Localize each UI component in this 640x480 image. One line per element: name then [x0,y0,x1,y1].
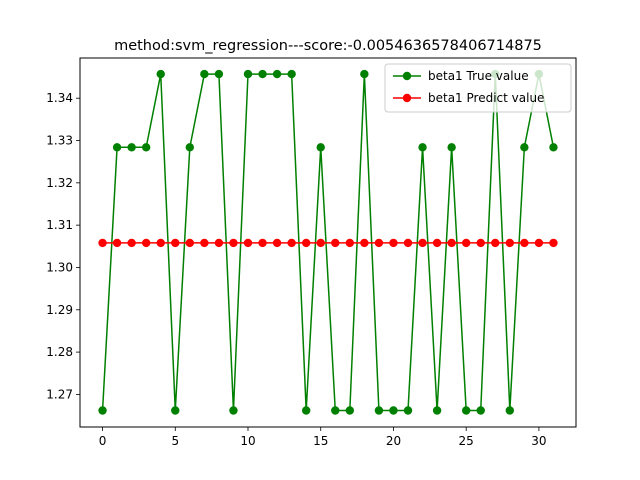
data-point-0-7 [200,69,209,79]
data-point-0-25 [461,406,471,415]
data-point-1-7 [200,238,209,248]
y-tick-label-6: 1.33 [46,134,73,148]
data-point-1-11 [258,238,267,248]
legend-label-1: beta1 Predict value [428,91,544,105]
data-point-1-27 [491,238,500,248]
data-point-1-12 [272,238,282,248]
data-point-1-23 [432,238,442,248]
x-tick-label-5: 25 [459,434,474,448]
data-point-0-14 [301,406,311,415]
data-point-0-15 [316,143,325,152]
data-point-1-21 [403,238,413,248]
data-point-1-25 [461,238,471,248]
legend-marker-1 [402,93,412,103]
axis-layer: 0 5 10 15 20 25 30 1.27 1.28 1.29 1.30 1.31 1.32 1.33… [46,91,546,448]
legend-label-0: beta1 True value [428,69,529,83]
y-tick-label-3: 1.30 [46,260,73,274]
data-point-1-20 [389,238,398,248]
data-point-0-3 [141,143,151,152]
data-point-1-3 [141,238,151,248]
legend-box [384,63,572,113]
data-point-0-6 [185,143,195,152]
data-point-0-31 [549,143,558,152]
x-tick-label-6: 30 [531,434,546,448]
data-point-0-9 [229,406,238,415]
series-layer [98,69,558,415]
data-point-0-13 [287,69,296,79]
data-point-1-28 [505,238,515,248]
data-point-0-1 [112,143,122,152]
data-point-1-22 [418,238,427,248]
plot-frame [79,57,577,428]
data-point-0-2 [127,143,136,152]
data-point-0-20 [389,406,398,415]
data-point-1-17 [345,238,355,248]
x-tick-label-4: 20 [386,434,401,448]
y-tick-label-4: 1.31 [46,218,73,232]
x-tick-label-0: 0 [99,434,107,448]
data-point-0-16 [331,406,340,415]
data-point-1-19 [374,238,384,248]
data-point-0-5 [171,406,180,415]
y-tick-label-1: 1.28 [46,345,73,359]
data-point-1-26 [476,238,485,248]
data-point-0-19 [374,406,384,415]
legend: beta1 True value beta1 Predict value [384,63,572,113]
data-point-1-16 [331,238,340,248]
data-point-1-4 [156,238,165,248]
series-0 [98,69,558,415]
data-point-0-21 [403,406,413,415]
data-point-1-24 [447,238,456,248]
data-point-1-5 [171,238,180,248]
data-point-1-14 [301,238,311,248]
x-tick-label-1: 5 [171,434,179,448]
series-1 [98,238,558,248]
data-point-1-15 [316,238,325,248]
data-point-0-18 [360,69,369,79]
chart-title: method:svm_regression---score:-0.0054636… [114,38,542,54]
data-point-1-9 [229,238,238,248]
data-point-1-29 [520,238,529,248]
data-point-1-18 [360,238,369,248]
y-tick-label-0: 1.27 [46,387,73,401]
data-point-0-24 [447,143,456,152]
data-point-0-17 [345,406,355,415]
data-point-1-8 [214,238,224,248]
data-point-0-4 [156,69,165,79]
data-point-1-10 [243,238,253,248]
data-point-0-23 [432,406,442,415]
data-point-0-26 [476,406,485,415]
y-tick-label-2: 1.29 [46,303,73,317]
data-point-0-29 [520,143,529,152]
data-point-0-0 [98,406,107,415]
data-point-0-12 [272,69,282,79]
data-point-1-0 [98,238,107,248]
data-point-1-2 [127,238,136,248]
data-point-0-10 [243,69,253,79]
x-tick-label-2: 10 [240,434,255,448]
x-tick-label-3: 15 [313,434,328,448]
data-point-0-8 [214,69,224,79]
legend-marker-0 [402,71,412,81]
data-point-1-30 [534,238,544,248]
data-point-0-11 [258,69,267,79]
y-tick-label-7: 1.34 [46,91,73,105]
y-tick-label-5: 1.32 [46,176,73,190]
data-point-0-28 [505,406,515,415]
data-point-0-22 [418,143,427,152]
data-point-1-1 [112,238,122,248]
data-point-1-6 [185,238,195,248]
data-point-1-13 [287,238,296,248]
data-point-1-31 [549,238,558,248]
